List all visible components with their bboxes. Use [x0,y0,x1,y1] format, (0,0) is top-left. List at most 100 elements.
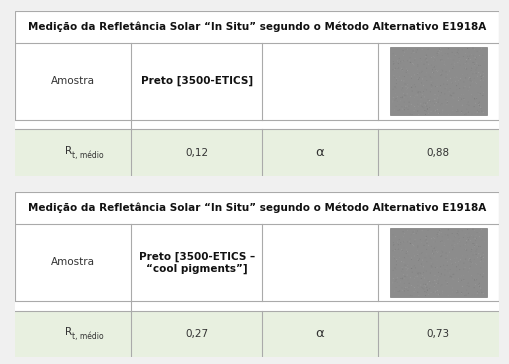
Point [420,281,428,287]
Point [442,250,450,256]
Point [468,240,476,245]
Point [468,94,476,100]
Point [394,65,403,71]
Point [476,244,484,250]
Point [474,90,482,95]
Point [460,96,468,102]
Point [447,274,456,280]
Point [401,288,409,294]
Point [431,283,439,289]
Point [394,77,402,83]
Point [455,78,463,83]
Point [467,52,475,58]
Point [416,60,424,66]
Point [431,248,439,254]
Point [417,80,426,86]
Point [397,241,405,247]
Point [417,271,425,277]
Point [464,60,472,66]
Point [422,231,431,237]
Point [434,230,442,236]
Point [414,108,422,114]
Point [438,253,446,259]
Point [461,242,469,248]
Point [472,248,480,254]
Point [422,65,431,71]
Point [431,265,439,270]
Point [406,111,414,117]
Point [462,292,470,298]
Point [447,112,455,118]
Point [457,94,465,100]
Point [423,100,432,106]
Point [437,83,445,88]
Point [479,110,487,115]
Point [474,109,482,115]
Point [442,69,450,75]
Point [393,58,402,64]
Point [450,90,458,96]
Point [415,240,423,245]
Point [392,81,401,87]
Point [474,102,483,107]
Point [435,50,443,55]
Point [424,227,432,233]
Point [416,251,424,257]
Point [432,50,440,56]
Point [467,78,475,84]
Bar [15,310,499,357]
Point [418,285,427,291]
Point [390,254,398,260]
Point [478,72,486,78]
Point [456,58,464,63]
Point [418,104,427,110]
Point [428,62,436,68]
Point [415,112,423,118]
Text: 0,88: 0,88 [427,147,450,158]
Point [410,244,418,249]
Point [443,102,451,107]
Point [390,97,399,103]
Point [423,281,432,287]
Point [432,108,440,114]
Point [411,287,419,293]
Point [394,246,403,252]
Point [470,75,478,81]
Point [445,270,454,276]
Point [453,87,461,93]
Point [393,254,401,260]
Point [390,288,399,294]
Point [472,95,480,101]
Point [456,236,464,242]
Point [435,231,443,237]
Point [450,256,459,261]
Point [430,108,438,114]
Point [406,238,414,244]
Point [412,49,420,55]
Point [438,58,446,64]
Point [425,242,433,248]
Point [424,97,432,103]
Point [437,90,445,96]
Point [467,233,475,238]
Point [477,228,485,234]
Point [456,77,464,83]
Point [398,106,406,112]
Point [476,78,484,83]
Point [444,292,453,298]
Point [474,290,482,296]
Point [395,78,403,84]
Point [431,84,439,90]
Point [408,61,416,67]
Point [391,278,399,284]
Point [429,248,437,254]
Point [418,76,427,82]
Point [427,290,435,296]
Point [460,260,468,266]
Point [438,108,446,114]
Point [478,93,487,99]
Point [399,275,407,281]
Point [456,258,464,264]
Point [469,91,477,96]
Point [400,280,408,286]
